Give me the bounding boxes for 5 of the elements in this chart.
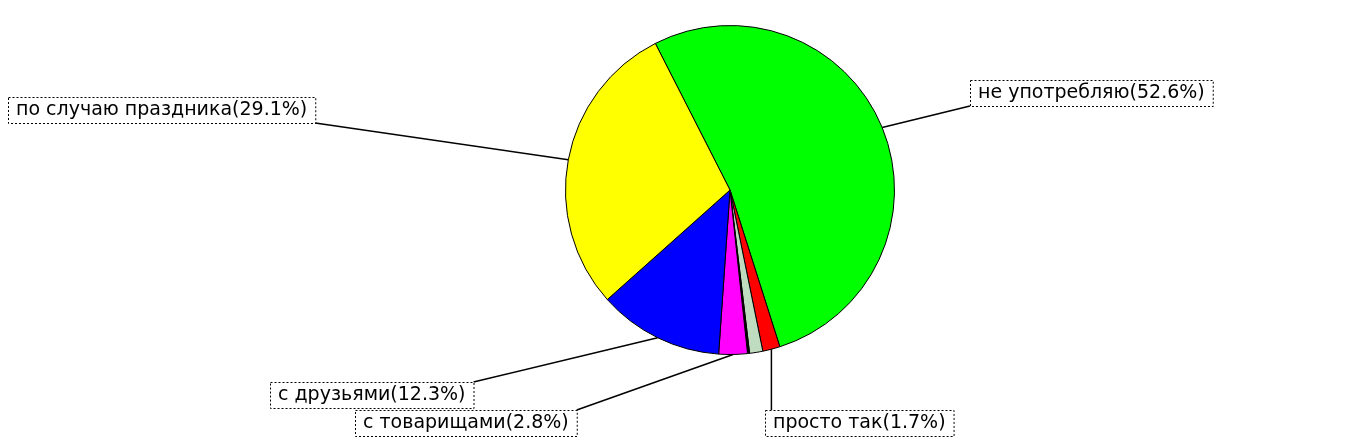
slice-label: с друзьями(12.3%) [278,381,466,404]
slice-label: с товарищами(2.8%) [363,409,569,432]
slice-label: по случаю праздника(29.1%) [16,96,308,119]
slice-label: просто так(1.7%) [773,409,946,432]
slice-label: не употребляю(52.6%) [978,79,1205,102]
